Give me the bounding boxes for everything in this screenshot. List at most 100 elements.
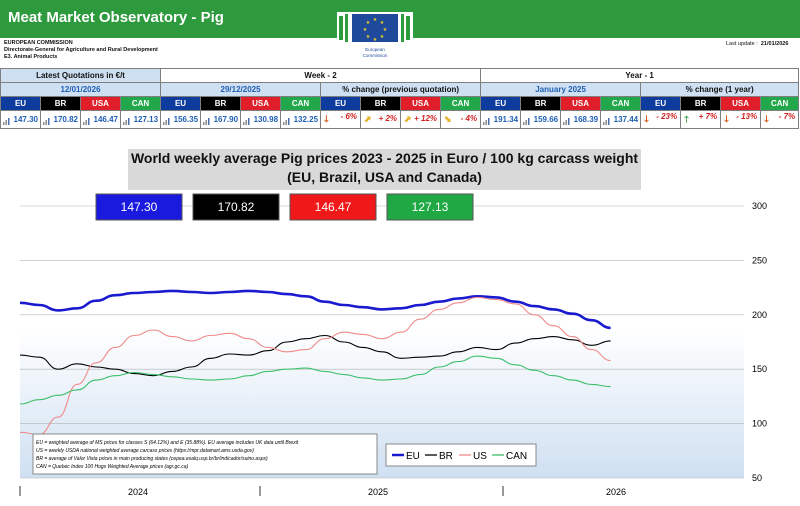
svg-text:★: ★	[363, 27, 368, 33]
bar-chart-icon	[603, 117, 610, 125]
svg-text:★: ★	[366, 34, 371, 40]
x-axis: 2024 2025 2026	[19, 486, 626, 497]
x-label-2025: 2025	[368, 487, 388, 497]
bar-chart-icon	[163, 117, 170, 125]
value-box-eu-text: 147.30	[121, 200, 158, 214]
week-value-eu: 156.35	[173, 114, 199, 124]
country-can: CAN	[280, 96, 322, 111]
week-header: Week - 2	[160, 68, 482, 83]
latest-value-br: 170.82	[53, 114, 78, 124]
page-title: Meat Market Observatory - Pig	[8, 9, 224, 26]
series-lines	[19, 289, 611, 436]
bar-chart-icon	[523, 117, 530, 125]
note-br: BR = average of Valor Vista prices in ma…	[36, 456, 268, 462]
org-line-2: Directorate-General for Agriculture and …	[4, 47, 158, 53]
pct-prev-usa: + 12%	[414, 114, 438, 123]
last-update-value: 21/01/2026	[760, 41, 789, 47]
arrow-up-icon: 🡑	[684, 113, 689, 124]
pct-year-header: % change (1 year)	[640, 82, 800, 97]
country-eu: EU	[320, 96, 362, 111]
arrow-down-icon: 🡓	[724, 113, 729, 124]
chart-title-line-2: (EU, Brazil, USA and Canada)	[287, 169, 482, 185]
week-value-usa: 130.98	[253, 114, 279, 124]
country-br: BR	[520, 96, 562, 111]
chart-title-line-1: World weekly average Pig prices 2023 - 2…	[130, 150, 639, 166]
value-box-br-text: 170.82	[218, 200, 255, 214]
year-value-usa: 168.39	[573, 114, 599, 124]
last-update: Last update : 21/01/2026	[726, 41, 788, 47]
latest-value-usa: 146.47	[93, 114, 118, 124]
latest-quotations-header: Latest Quotations in €/t	[0, 68, 162, 83]
country-can: CAN	[440, 96, 482, 111]
y-tick-label: 250	[752, 255, 767, 265]
bar-chart-icon	[283, 117, 290, 125]
notes-box: EU = weighted average of MS prices for c…	[32, 433, 378, 475]
country-usa: USA	[720, 96, 762, 111]
bar-chart-icon	[483, 117, 490, 125]
pct-prev-header: % change (previous quotation)	[320, 82, 482, 97]
pct-prev-br: + 2%	[378, 114, 398, 123]
logo-text-commission: Commission	[363, 53, 388, 58]
year-date: January 2025	[480, 82, 642, 97]
country-eu: EU	[480, 96, 522, 111]
value-box-br	[192, 193, 280, 221]
legend-label-eu: EU	[406, 451, 420, 462]
svg-text:★: ★	[366, 20, 371, 26]
y-tick-label: 50	[752, 473, 762, 483]
latest-value-can: 127.13	[133, 114, 159, 124]
year-value-can: 137.44	[613, 114, 639, 124]
pct-prev-eu: - 6%	[340, 111, 358, 121]
country-br: BR	[360, 96, 402, 111]
x-label-2024: 2024	[128, 487, 148, 497]
value-box-usa-text: 146.47	[315, 200, 352, 214]
series-line-br	[19, 334, 611, 377]
svg-text:★: ★	[373, 17, 378, 23]
bar-chart-icon	[43, 117, 50, 125]
quotation-table: Latest Quotations in €/t Week - 2 Year -…	[0, 68, 800, 129]
table-row: 12/01/2026 29/12/2025 % change (previous…	[0, 82, 800, 97]
table-row: Latest Quotations in €/t Week - 2 Year -…	[0, 68, 800, 83]
latest-date: 12/01/2026	[0, 82, 162, 97]
country-br: BR	[200, 96, 242, 111]
value-box-eu	[95, 193, 183, 221]
x-label-2026: 2026	[606, 487, 626, 497]
arrow-diagonal-icon: ⬊	[444, 114, 452, 124]
country-eu: EU	[640, 96, 682, 111]
year-header: Year - 1	[480, 68, 800, 83]
series-line-can	[19, 355, 611, 405]
table-row: EU BR USA CAN EU BR USA CAN EU BR USA CA…	[0, 96, 800, 111]
year-value-br: 159.66	[533, 114, 559, 124]
country-eu: EU	[160, 96, 202, 111]
note-eu: EU = weighted average of MS prices for c…	[36, 440, 299, 446]
organisation-block: EUROPEAN COMMISSION Directorate-General …	[4, 40, 158, 61]
svg-text:★: ★	[383, 27, 388, 33]
pct-year-usa: - 13%	[736, 111, 758, 121]
series-line-eu	[19, 289, 611, 330]
price-chart: 50 100 150 200 250 300 2024 2025 2026 147.30 …	[19, 193, 767, 497]
value-boxes: 147.30 170.82 146.47 127.13	[95, 193, 474, 221]
pct-year-eu: - 23%	[656, 111, 678, 121]
year-value-eu: 191.34	[493, 114, 519, 124]
pct-year-can: - 7%	[778, 111, 796, 121]
pct-year-br: + 7%	[698, 111, 718, 121]
y-axis: 50 100 150 200 250 300	[752, 201, 767, 483]
value-box-usa	[289, 193, 377, 221]
pct-prev-can: - 4%	[460, 114, 478, 123]
country-can: CAN	[600, 96, 642, 111]
arrow-down-icon: 🡓	[324, 113, 329, 124]
legend-label-can: CAN	[506, 451, 527, 462]
table-row: 147.30 170.82 146.47 127.13 156.35 167.9…	[0, 110, 800, 129]
legend: EU BR US CAN	[385, 443, 537, 467]
value-box-can-text: 127.13	[412, 200, 449, 214]
european-commission-logo: ★★★ ★ ★ ★★ ★ European Commission	[337, 12, 413, 64]
plot-background	[20, 206, 744, 478]
bar-chart-icon	[3, 117, 10, 125]
latest-value-eu: 147.30	[13, 114, 38, 124]
org-line-1: EUROPEAN COMMISSION	[4, 40, 73, 46]
country-usa: USA	[240, 96, 282, 111]
week-value-br: 167.90	[213, 114, 239, 124]
legend-label-br: BR	[439, 451, 453, 462]
bar-chart-icon	[83, 117, 90, 125]
logo-text-european: European	[365, 47, 385, 52]
note-can: CAN = Quebec Index 100 Hogs Weighted Ave…	[36, 464, 189, 470]
